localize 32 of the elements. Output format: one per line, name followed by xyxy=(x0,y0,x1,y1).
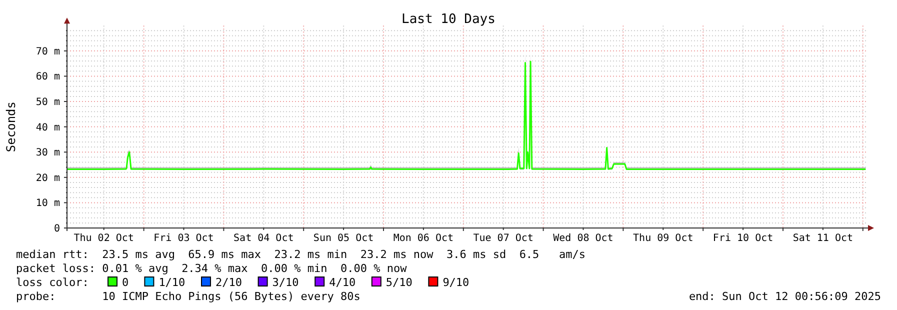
x-tick-label: Sun 05 Oct xyxy=(313,233,374,244)
x-tick-label: Tue 07 Oct xyxy=(473,233,534,244)
x-tick-label: Fri 03 Oct xyxy=(154,233,214,244)
legend-label: 3/10 xyxy=(272,276,299,289)
legend-label: 1/10 xyxy=(158,276,186,289)
x-tick-label: Fri 10 Oct xyxy=(712,233,774,244)
text: probe: 10 ICMP Echo Pings (56 Bytes) every 80s xyxy=(16,290,360,303)
x-tick-label: Mon 06 Oct xyxy=(393,233,454,244)
legend-label: 5/10 xyxy=(386,276,412,289)
text: end: Sun Oct 12 00:56:09 2025 xyxy=(688,290,881,303)
chart-title: Last 10 Days xyxy=(402,12,496,27)
x-tick-label: Sat 11 Oct xyxy=(792,233,854,244)
y-axis-title: Seconds xyxy=(4,102,18,152)
y-tick-label: 30 m xyxy=(36,148,60,159)
x-tick-label: Wed 08 Oct xyxy=(553,233,614,244)
y-tick-label: 50 m xyxy=(36,97,60,108)
legend-label: 9/10 xyxy=(442,276,470,289)
y-tick-label: 20 m xyxy=(36,172,60,184)
y-tick-label: 10 m xyxy=(36,198,60,210)
x-tick-label: Sat 04 Oct xyxy=(234,233,294,244)
legend-label: 0 xyxy=(122,276,129,289)
y-tick-label: 40 m xyxy=(36,122,60,134)
y-tick-label: 60 m xyxy=(36,72,60,83)
x-tick-label: Thu 02 Oct xyxy=(74,233,134,244)
legend-label: 4/10 xyxy=(329,276,356,289)
x-tick-label: Thu 09 Oct xyxy=(633,233,694,244)
text: median rtt: 23.5 ms avg 65.9 ms max 23.2 ms min 23.2 ms now 3.6 ms sd 6.5 am/s xyxy=(16,248,586,261)
y-tick-label: 0 xyxy=(54,224,60,234)
y-tick-label: 70 m xyxy=(36,46,60,58)
legend-title: loss color: xyxy=(16,276,89,289)
text: packet loss: 0.01 % avg 2.34 % max 0.00 % min 0.00 % now xyxy=(16,262,408,275)
legend-label: 2/10 xyxy=(216,276,242,289)
